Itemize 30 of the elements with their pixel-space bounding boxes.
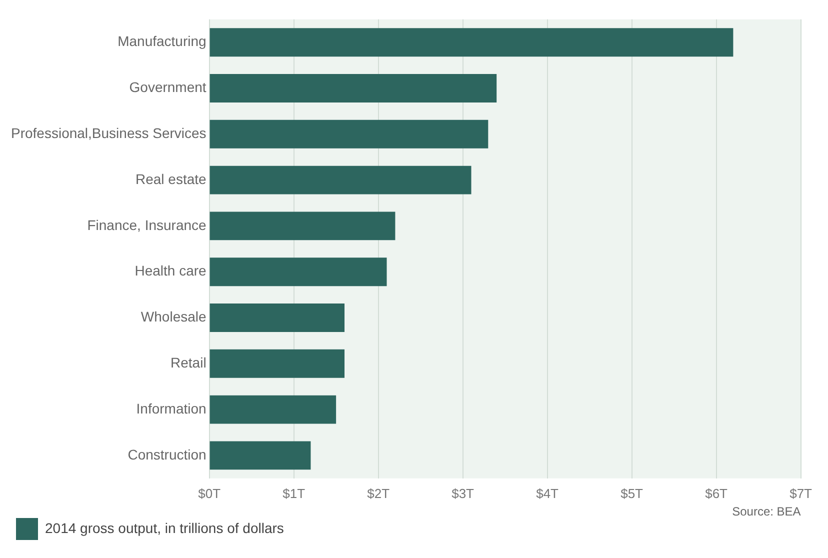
x-tick-label: $5T bbox=[620, 486, 644, 501]
x-tick-label: $1T bbox=[282, 486, 306, 501]
bar bbox=[210, 441, 311, 470]
x-tick-label: $0T bbox=[198, 486, 221, 501]
source-note: Source: BEA bbox=[732, 504, 801, 519]
y-tick-label: Information bbox=[136, 400, 206, 416]
bar bbox=[210, 212, 396, 240]
bar bbox=[210, 28, 734, 57]
bar bbox=[210, 349, 345, 378]
y-tick-label: Real estate bbox=[135, 170, 207, 187]
bar bbox=[210, 166, 472, 194]
x-tick-label: $7T bbox=[790, 486, 812, 501]
legend-label: 2014 gross output, in trillions of dollars bbox=[45, 520, 284, 536]
y-tick-label: Wholesale bbox=[140, 308, 207, 325]
bar bbox=[210, 74, 497, 102]
y-tick-label: Health care bbox=[134, 262, 207, 279]
y-tick-label: Construction bbox=[128, 446, 206, 462]
y-tick-label: Retail bbox=[170, 354, 206, 371]
y-tick-label: Finance, Insurance bbox=[87, 216, 207, 233]
x-tick-label: $3T bbox=[452, 486, 474, 501]
bar bbox=[210, 120, 488, 148]
y-tick-label: Manufacturing bbox=[118, 33, 206, 50]
bar bbox=[210, 258, 387, 286]
x-tick-label: $2T bbox=[367, 486, 390, 501]
bar bbox=[210, 395, 336, 424]
y-tick-label: Professional,Business Services bbox=[10, 125, 206, 142]
x-tick-label: $4T bbox=[536, 486, 559, 501]
bar bbox=[210, 304, 345, 332]
x-tick-label: $6T bbox=[705, 486, 728, 501]
y-tick-label: Government bbox=[129, 79, 206, 96]
